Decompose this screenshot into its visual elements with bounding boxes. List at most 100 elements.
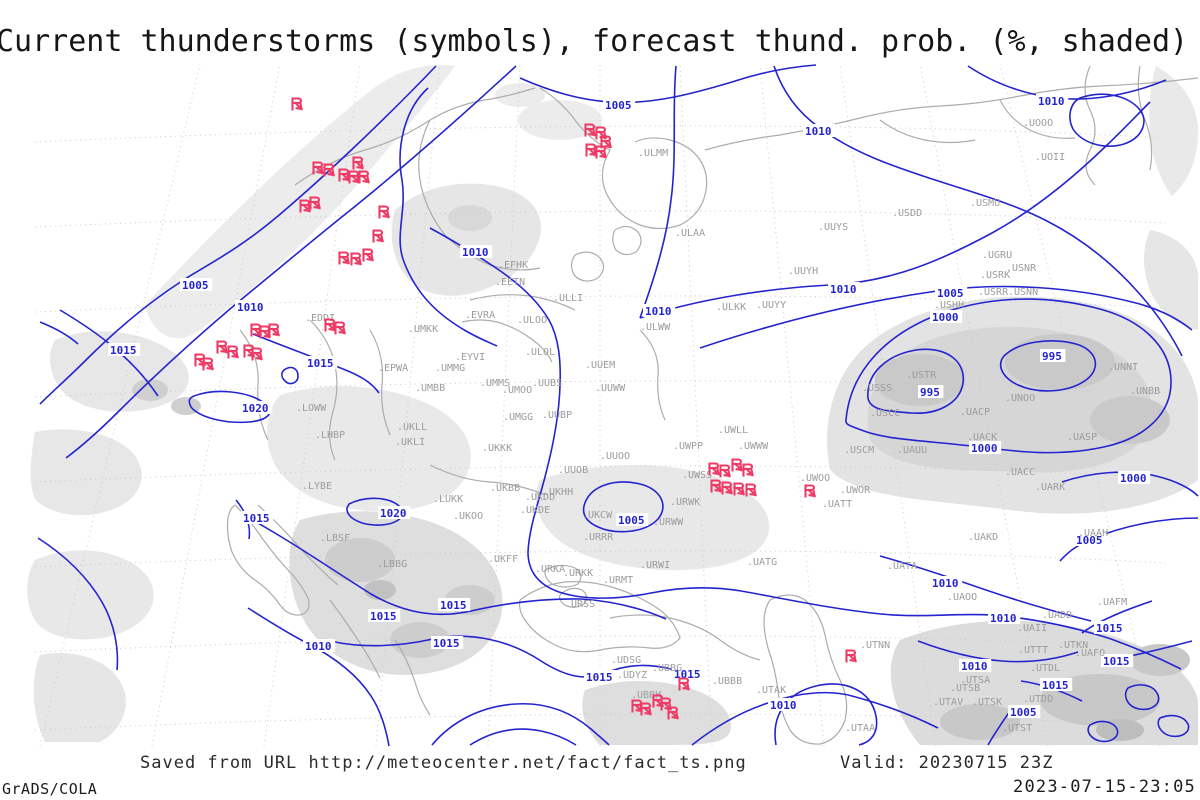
thunderstorm-symbol — [202, 357, 214, 371]
isobar-value-label: 1005 — [937, 287, 964, 300]
isobar-value-label: 1010 — [770, 699, 797, 712]
station-label: .ULAA — [675, 228, 705, 239]
station-label: .UAAH — [1078, 528, 1108, 539]
station-label: .UOII — [1035, 152, 1065, 163]
isobar-value-label: 1010 — [932, 577, 959, 590]
station-label: .USMU — [970, 198, 1000, 209]
station-label: .UUOO — [600, 451, 630, 462]
isobar-label-box — [1040, 349, 1066, 362]
station-label: .UBBB — [712, 676, 742, 687]
isobar-value-label: 1010 — [462, 246, 489, 259]
station-label: .UWSS — [682, 470, 712, 481]
station-label: .UMBB — [415, 383, 445, 394]
station-label: .USNR — [1006, 263, 1037, 274]
station-label: .UKCW — [582, 510, 613, 521]
station-label: .ULLI — [553, 293, 583, 304]
thunderstorm-symbol — [291, 97, 303, 111]
isobar-value-label: 1020 — [242, 402, 269, 415]
station-label: .UAUU — [897, 445, 927, 456]
station-label: .UTNN — [860, 640, 890, 651]
station-label: .LBBG — [377, 559, 407, 570]
saved-from-url-text: Saved from URL http://meteocenter.net/fa… — [140, 753, 747, 773]
station-label: .UUWW — [595, 383, 626, 394]
station-label: .URWK — [670, 497, 700, 508]
station-label: .UKBB — [490, 483, 520, 494]
thunderstorm-symbol — [372, 229, 384, 243]
station-label: .UMMG — [435, 363, 465, 374]
isobar-label-box — [1040, 678, 1073, 691]
isobar-value-label: 1010 — [1038, 95, 1065, 108]
station-label: .UACP — [960, 407, 990, 418]
thunderstorm-symbol — [585, 143, 597, 157]
station-label: .UTAV — [933, 697, 963, 708]
station-label: .UKLI — [395, 437, 425, 448]
isobar-label-box — [235, 300, 268, 313]
isobar-value-label: 1015 — [110, 344, 137, 357]
station-label: .UUOB — [558, 465, 588, 476]
isobar-value-label: 1000 — [1120, 472, 1147, 485]
station-label: .UTSA — [960, 675, 990, 686]
isobar-label-box — [438, 598, 471, 611]
station-label: .UNNT — [1108, 362, 1138, 373]
station-label: .UTAA — [845, 723, 875, 734]
station-label: .UTTT — [1018, 645, 1048, 656]
probability-shading-layer — [27, 65, 1199, 745]
isobar-value-label: 995 — [920, 386, 940, 399]
station-label: .EETN — [495, 277, 525, 288]
isobar-value-label: 1015 — [370, 610, 397, 623]
isobar-value-label: 995 — [1042, 350, 1062, 363]
isobar-label-box — [108, 343, 141, 356]
station-label: .USNN — [1008, 287, 1038, 298]
isobar-label-box — [1008, 705, 1041, 718]
isobar-label-box — [240, 401, 273, 414]
station-label: .UASP — [1067, 432, 1097, 443]
station-label: .UMKK — [408, 324, 438, 335]
isobar-label-layer: 1005 1010 1010 1005 1010 1015 1015 1020 1010 1010… — [108, 94, 1151, 719]
station-label: .UACK — [967, 432, 997, 443]
station-label: .UTDL — [1030, 663, 1060, 674]
isobar-label-box — [643, 304, 676, 317]
isobar-label-box — [1036, 94, 1069, 107]
station-label: .UWOO — [800, 473, 830, 484]
station-label: .EFHK — [498, 260, 528, 271]
station-label: .EYVI — [455, 352, 485, 363]
station-label: .UAFM — [1097, 597, 1127, 608]
station-label: .UBBG — [652, 663, 682, 674]
station-label: .UMGG — [503, 412, 533, 423]
isobar-label-box — [180, 278, 213, 291]
station-label-layer: .ULMM .UOOO .UOII .ULAA .UUYS .USMU .USDD .UUYH… — [296, 118, 1160, 734]
thunderstorm-symbol — [378, 205, 390, 219]
station-label: .USDD — [892, 208, 922, 219]
isobar-label-box — [303, 639, 336, 652]
thunderstorm-symbol — [845, 649, 857, 663]
isobar-value-label: 1010 — [990, 612, 1017, 625]
station-label: .UDSG — [611, 655, 641, 666]
isobar-value-label: 1015 — [1042, 679, 1069, 692]
station-label: .UWPP — [673, 441, 703, 452]
thunderstorm-symbol — [268, 323, 280, 337]
station-label: .UATT — [822, 499, 852, 510]
isobar-value-label: 1015 — [440, 599, 467, 612]
station-label: .ULKK — [716, 302, 746, 313]
station-label: .UTST — [1002, 723, 1032, 734]
station-label: .EVRA — [465, 310, 495, 321]
thunderstorm-symbol — [259, 325, 271, 339]
isobar-label-box — [828, 282, 861, 295]
thunderstorm-symbol — [804, 484, 816, 498]
thunderstorm-symbol — [334, 321, 346, 335]
station-label: .UWLL — [718, 425, 748, 436]
thunderstorm-symbol — [216, 340, 228, 354]
station-label: .EDDI — [305, 313, 335, 324]
station-label: .UMMS — [480, 378, 510, 389]
station-label: .UUBS — [532, 378, 562, 389]
station-label: .UOOO — [1023, 118, 1053, 129]
station-label: .UKDD — [525, 492, 555, 503]
thunderstorm-symbol — [250, 323, 262, 337]
station-label: .UDYZ — [617, 670, 647, 681]
station-label: .ULOL — [525, 347, 555, 358]
station-label: .LUKK — [433, 494, 463, 505]
station-label: .LHBP — [315, 430, 345, 441]
isobar-label-box — [935, 286, 968, 299]
station-label: .UKKK — [482, 443, 512, 454]
